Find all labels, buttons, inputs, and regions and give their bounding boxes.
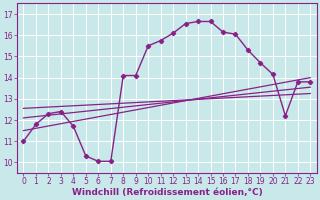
X-axis label: Windchill (Refroidissement éolien,°C): Windchill (Refroidissement éolien,°C) (72, 188, 262, 197)
